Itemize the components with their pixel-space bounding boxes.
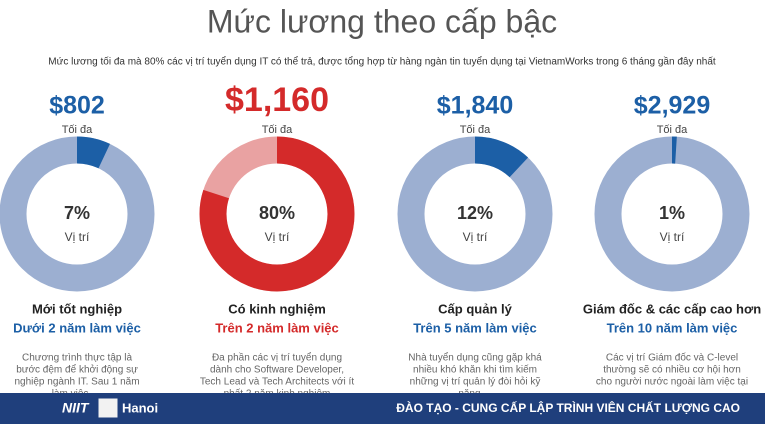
title: Mức lương theo cấp bậc	[207, 3, 557, 39]
logo-icon	[97, 397, 119, 419]
description-line: Tech Lead và Tech Architects với ít	[200, 377, 354, 388]
max-label: Tối đa	[657, 124, 688, 136]
footer-slogan: ĐÀO TẠO - CUNG CẤP LẬP TRÌNH VIÊN CHẤT L…	[396, 400, 740, 415]
donut-segment	[594, 136, 750, 292]
description-line: bước đệm để khởi động sự	[16, 364, 138, 376]
position-label: Vị trí	[65, 230, 90, 244]
description-line: Chương trình thực tập là	[22, 353, 132, 364]
description-line: nghiệp ngành IT. Sau 1 năm	[14, 377, 139, 388]
salary: $802	[49, 92, 105, 120]
percent-label: 12%	[457, 203, 493, 223]
max-label: Tối đa	[262, 124, 293, 136]
description-line: cho người nước ngoài làm việc tại	[596, 377, 748, 388]
footer-logo: NIIT	[62, 400, 90, 416]
donut-segment	[397, 136, 553, 292]
experience: Trên 5 năm làm việc	[413, 320, 537, 335]
level-name: Có kinh nghiệm	[228, 301, 326, 316]
position-label: Vị trí	[265, 230, 290, 244]
description-line: nhiều khó khăn khi tìm kiếm	[413, 364, 537, 376]
description-line: Đa phần các vị trí tuyển dụng	[212, 352, 342, 364]
description-line: thường sẽ có nhiều cơ hội hơn	[603, 364, 741, 376]
max-label: Tối đa	[62, 124, 93, 136]
percent-label: 1%	[659, 203, 685, 223]
footer-bar	[0, 393, 765, 424]
experience: Trên 10 năm làm việc	[607, 320, 738, 335]
donut-segment	[199, 136, 355, 292]
donut-segment	[0, 136, 155, 292]
experience: Trên 2 năm làm việc	[215, 320, 339, 335]
level-name: Giám đốc & các cấp cao hơn	[583, 301, 761, 316]
level-name: Cấp quản lý	[438, 301, 512, 316]
max-label: Tối đa	[460, 124, 491, 136]
description-line: những vị trí quản lý đòi hỏi kỹ	[410, 376, 541, 388]
percent-label: 7%	[64, 203, 90, 223]
salary: $1,840	[437, 92, 513, 120]
footer-city: Hanoi	[122, 400, 158, 415]
position-label: Vị trí	[660, 230, 685, 244]
experience: Dưới 2 năm làm việc	[13, 320, 141, 335]
levels: $802 Tối đa 7% Vị trí Mới tốt nghiệp Dưới 2 n…	[0, 81, 761, 412]
subtitle: Mức lương tối đa mà 80% các vị trí tuyển…	[48, 56, 716, 68]
description-line: Nhà tuyển dụng cũng gặp khá	[408, 352, 542, 364]
salary: $1,160	[225, 81, 329, 119]
level-name: Mới tốt nghiệp	[32, 301, 122, 316]
position-label: Vị trí	[463, 230, 488, 244]
salary: $2,929	[634, 92, 710, 120]
description-line: dành cho Software Developer,	[210, 365, 344, 376]
description-line: Các vị trí Giám đốc và C-level	[606, 352, 738, 364]
percent-label: 80%	[259, 203, 295, 223]
